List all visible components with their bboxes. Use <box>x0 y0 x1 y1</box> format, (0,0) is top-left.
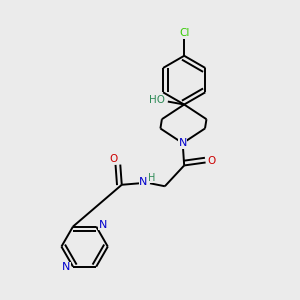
Text: Cl: Cl <box>179 28 189 38</box>
Text: O: O <box>207 156 216 166</box>
Text: O: O <box>110 154 118 164</box>
Text: HO: HO <box>149 95 165 105</box>
Text: N: N <box>178 139 187 148</box>
Text: N: N <box>139 177 147 188</box>
Text: N: N <box>99 220 107 230</box>
Text: H: H <box>148 173 156 183</box>
Text: N: N <box>62 262 71 272</box>
